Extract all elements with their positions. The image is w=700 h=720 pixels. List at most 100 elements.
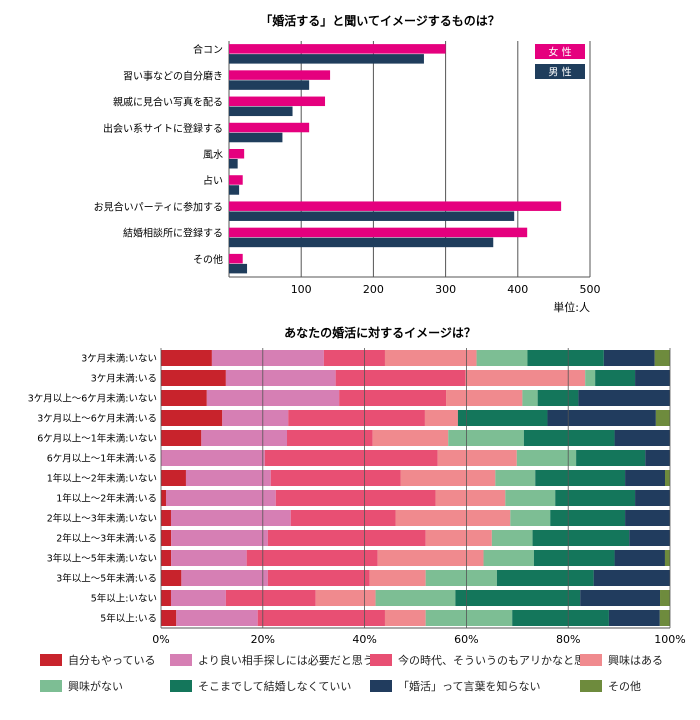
chart-2-segment-1 (211, 350, 324, 366)
chart-2-segment-4 (505, 490, 556, 506)
chart-2-segment-1 (222, 410, 289, 426)
chart-2-segment-0 (161, 550, 172, 566)
chart-2-category-label: 2年以上〜3年未満:いない (47, 513, 157, 525)
chart-2-segment-7 (665, 470, 670, 486)
chart-2-segment-0 (161, 610, 177, 626)
chart-2-segment-2 (335, 370, 466, 386)
chart-2-segment-3 (384, 610, 426, 626)
chart-2-segment-5 (455, 590, 581, 606)
chart-2-segment-3 (435, 490, 506, 506)
chart-2-segment-4 (510, 510, 551, 526)
chart-2-segment-2 (267, 570, 370, 586)
chart-2-legend-label: 興味がない (68, 680, 123, 693)
chart-1-tick-label: 100 (291, 283, 312, 296)
chart-2-segment-2 (323, 350, 385, 366)
chart-2-segment-6 (635, 370, 670, 386)
chart-1-category-label: 結婚相談所に登録する (123, 227, 223, 240)
chart-2-segment-0 (161, 530, 172, 546)
chart-2-segment-2 (225, 590, 316, 606)
chart-2-segment-0 (161, 390, 207, 406)
chart-2-segment-2 (246, 550, 378, 566)
chart-1-bar-male (229, 185, 240, 195)
chart-2-segment-7 (664, 550, 670, 566)
chart-1-unit-label: 単位:人 (553, 300, 590, 314)
chart-2-segment-4 (375, 590, 456, 606)
chart-1-bar-female (229, 253, 243, 264)
chart-1-legend-label: 男 性 (548, 66, 571, 79)
chart-1-title: 「婚活する」と聞いてイメージするものは？ (260, 13, 499, 28)
chart-2-segment-1 (176, 610, 258, 626)
chart-1-bar-male (229, 54, 424, 64)
chart-2-segment-6 (645, 450, 670, 466)
chart-1-svg: 「婚活する」と聞いてイメージするものは？ 100 200 300 400 500 合コン習い… (94, 13, 601, 314)
chart-2-segment-4 (483, 550, 534, 566)
chart-2-segment-6 (625, 510, 670, 526)
chart-1-category-label: 出会い系サイトに登録する (103, 122, 223, 135)
chart-2-category-label: 3年以上〜5年未満:いない (47, 553, 157, 565)
chart-1-bar-male (229, 211, 515, 221)
chart-2-segment-6 (593, 570, 670, 586)
chart-2-legend-label: 自分もやっている (68, 654, 156, 667)
chart-2-tick-label: 60% (454, 633, 478, 646)
chart-2-segment-1 (181, 570, 268, 586)
chart-2-category-label: 6ケ月以上〜1年未満:いない (37, 433, 157, 445)
chart-2-segment-1 (225, 370, 336, 386)
chart-2-segment-2 (264, 450, 438, 466)
chart-2-tick-label: 20% (251, 633, 275, 646)
chart-2-legend-swatch (170, 680, 192, 692)
chart-2-segment-4 (491, 530, 533, 546)
chart-2-legend-label: より良い相手探しには必要だと思う (198, 654, 374, 667)
chart-2-segment-7 (654, 350, 670, 366)
chart-2-segment-2 (275, 490, 436, 506)
chart-1-bar-male (229, 106, 293, 117)
chart-1-bar-male (229, 159, 238, 169)
chart-2-svg: あなたの婚活に対するイメージは？ 3ケ月未満:いない 3ケ月未満:いる 3ケ月以上〜6… (28, 325, 686, 646)
chart-2-category-label: 2年以上〜3年未満:いる (56, 533, 157, 545)
chart-2-segment-3 (315, 590, 376, 606)
chart-2-segment-6 (603, 350, 655, 366)
chart-1-tick-label: 400 (507, 283, 528, 296)
chart-1-bar-female (229, 175, 243, 185)
chart-2-legend-item: そこまでして結婚しなくていい (170, 678, 351, 694)
chart-1-legend-swatch (535, 64, 585, 79)
chart-1-bar-male (229, 132, 283, 143)
chart-2-segment-2 (286, 430, 373, 446)
chart-1-category-label: お見合いパーティに参加する (94, 200, 223, 213)
chart-2-segment-6 (608, 610, 660, 626)
chart-1-bar-female (229, 70, 331, 80)
chart-2-segment-2 (339, 390, 447, 406)
chart-2-segment-3 (425, 530, 492, 546)
chart-2-category-label: 1年以上〜2年未満:いない (47, 473, 157, 485)
chart-1-legend-swatch (535, 44, 585, 59)
chart-1-category-label: 占い (203, 174, 223, 187)
chart-2-segment-7 (660, 590, 670, 606)
chart-2-category-label: 5年以上:いない (91, 593, 157, 605)
chart-1-category-label: 合コン (193, 43, 223, 56)
chart-2-segment-2 (270, 470, 401, 486)
chart-2-category-label: 3年以上〜5年未満:いる (56, 573, 157, 585)
chart-2-legend-label: そこまでして結婚しなくていい (198, 680, 352, 693)
chart-2-segment-0 (161, 350, 212, 366)
chart-1-category-label: 風水 (203, 149, 223, 161)
chart-2-legend-label: 今の時代、そういうのもアリかなと思う (398, 654, 596, 667)
chart-2-segment-1 (206, 390, 340, 406)
chart-2-tick-label: 40% (352, 633, 376, 646)
chart-2-segment-6 (614, 550, 665, 566)
chart-1-tick-label: 300 (435, 283, 456, 296)
chart-2-segment-5 (537, 390, 579, 406)
chart-2-segment-6 (547, 410, 656, 426)
chart-2-segment-7 (659, 610, 670, 626)
chart-2-segment-3 (400, 470, 496, 486)
chart-2-title: あなたの婚活に対するイメージは？ (284, 325, 476, 340)
chart-2-segment-3 (437, 450, 517, 466)
chart-2-segment-6 (578, 390, 670, 406)
chart-2-legend-swatch (580, 654, 602, 666)
chart-2-segment-1 (161, 450, 265, 466)
chart-2-segment-5 (595, 370, 636, 386)
chart-2-segment-6 (629, 530, 670, 546)
chart-2-segment-5 (512, 610, 609, 626)
chart-2-category-label: 3ケ月以上〜6ケ月未満:いない (28, 393, 157, 405)
chart-2-category-label: 5年以上:いる (100, 613, 157, 625)
chart-2-segment-3 (384, 350, 477, 366)
chart-2-category-label: 3ケ月以上〜6ケ月未満:いる (37, 413, 157, 425)
